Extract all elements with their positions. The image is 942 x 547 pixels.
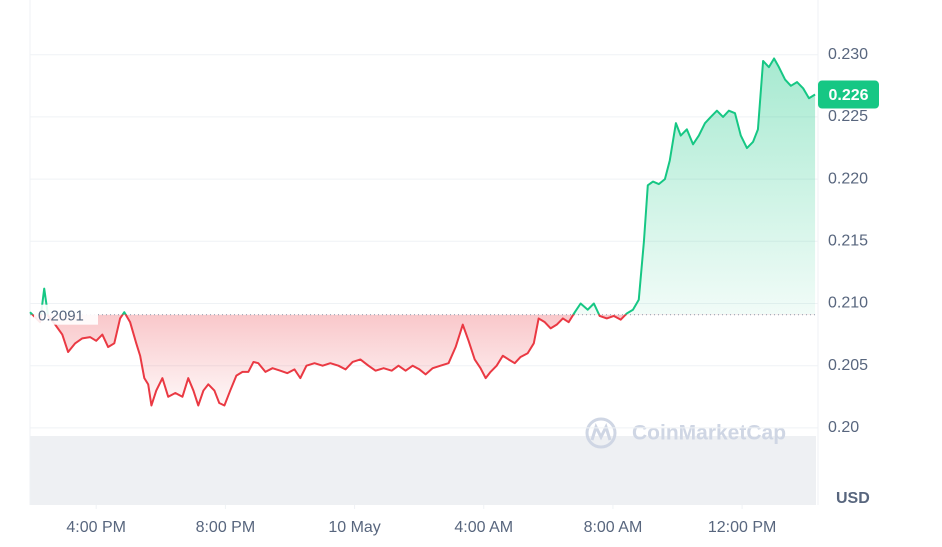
y-tick-label: 0.230 — [828, 46, 868, 63]
area-fill — [30, 58, 816, 406]
x-tick-label: 4:00 AM — [454, 519, 513, 536]
watermark-logo-mark — [590, 422, 612, 441]
baseline-label: 0.2091 — [38, 308, 84, 325]
x-tick-label: 12:00 PM — [708, 519, 776, 536]
price-line — [29, 57, 816, 407]
current-price-box — [818, 80, 879, 109]
y-unit: USD — [836, 490, 870, 507]
volume-backdrop — [30, 436, 816, 505]
baseline-label-bg — [34, 304, 98, 325]
y-tick-label: 0.20 — [828, 419, 859, 436]
watermark-text: CoinMarketCap — [632, 422, 786, 445]
x-tick-label: 4:00 PM — [66, 519, 126, 536]
watermark: CoinMarketCap — [585, 417, 786, 449]
y-tick-label: 0.205 — [828, 357, 868, 374]
y-tick-label: 0.220 — [828, 170, 868, 187]
y-tick-label: 0.225 — [828, 108, 868, 125]
x-tick-label: 8:00 AM — [584, 519, 643, 536]
current-price-label: 0.226 — [828, 87, 868, 104]
watermark-logo — [585, 417, 617, 449]
x-tick-label: 8:00 PM — [196, 519, 256, 536]
y-tick-label: 0.215 — [828, 233, 868, 250]
x-tick-label: 10 May — [328, 519, 380, 536]
y-tick-label: 0.210 — [828, 295, 868, 312]
